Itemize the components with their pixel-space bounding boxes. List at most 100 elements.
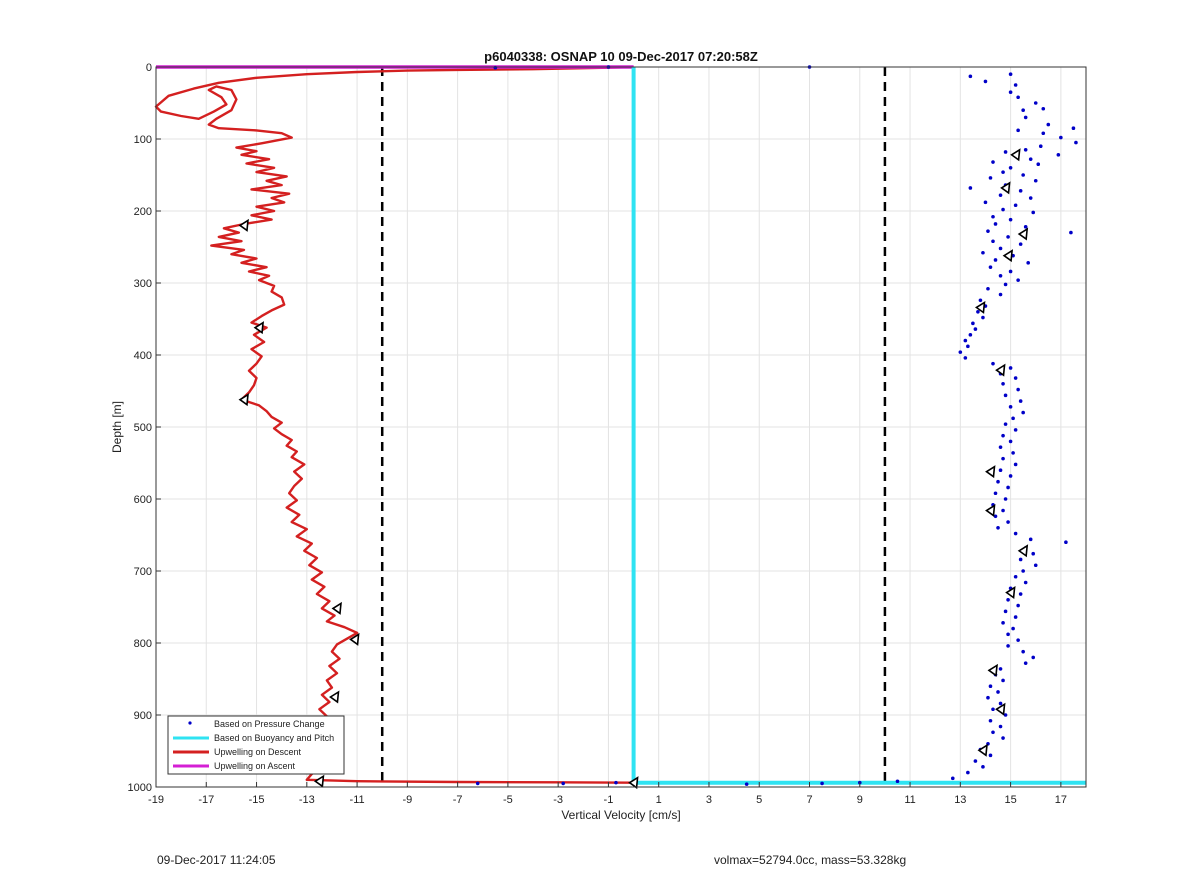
triangle-marker (985, 503, 996, 517)
triangle-marker (1010, 148, 1021, 162)
pressure-point (1041, 131, 1046, 136)
x-tick-label: 13 (954, 794, 966, 806)
pressure-point (1003, 150, 1008, 154)
triangle-marker (985, 465, 996, 479)
x-tick-label: -7 (453, 794, 463, 806)
pressure-point (1001, 170, 1005, 174)
pressure-point (475, 781, 480, 786)
pressure-point (1028, 157, 1033, 161)
triangle-marker (995, 702, 1006, 716)
pressure-point (1033, 101, 1038, 105)
pressure-point (983, 200, 988, 205)
pressure-point (1016, 278, 1020, 282)
y-tick-label: 500 (134, 422, 152, 434)
pressure-point (981, 250, 985, 255)
pressure-point (1008, 90, 1013, 94)
triangle-marker (987, 663, 998, 677)
pressure-point (1013, 203, 1018, 208)
x-tick-label: 15 (1004, 794, 1016, 806)
triangle-marker (995, 363, 1006, 377)
pressure-point (1023, 661, 1028, 665)
pressure-point (1008, 166, 1013, 170)
pressure-point (1003, 282, 1008, 287)
y-axis-ticks: 0 100 200 300 400 500 600 700 800 900 1000 (128, 62, 161, 794)
x-tick-label: -11 (350, 794, 365, 806)
pressure-point (1023, 148, 1028, 152)
pressure-point (991, 160, 995, 164)
pressure-point (976, 310, 980, 314)
legend-swatch-pressure (188, 721, 192, 725)
pressure-point (973, 327, 978, 331)
pressure-point (1006, 598, 1010, 602)
pressure-point (1013, 376, 1018, 380)
legend-label-ascent: Upwelling on Ascent (214, 761, 296, 771)
y-tick-label: 300 (134, 278, 152, 290)
pressure-point (1026, 261, 1030, 265)
legend: Based on Pressure Change Based on Buoyan… (167, 715, 345, 775)
x-tick-label: -9 (402, 794, 412, 806)
pressure-point (1003, 422, 1008, 426)
pressure-point (998, 193, 1003, 197)
pressure-point (996, 690, 1000, 694)
triangle-marker (349, 632, 360, 646)
pressure-point (971, 321, 975, 326)
pressure-point (968, 74, 973, 79)
pressure-point (966, 770, 970, 775)
pressure-point (1008, 405, 1013, 409)
pressure-point (1006, 520, 1010, 524)
pressure-point (820, 781, 824, 786)
pressure-point (1016, 603, 1020, 608)
pressure-point (998, 724, 1003, 729)
pressure-point (963, 356, 968, 360)
pressure-point (1028, 537, 1033, 542)
pressure-point (614, 780, 618, 785)
x-tick-label: 9 (857, 794, 863, 806)
pressure-point (993, 258, 998, 262)
triangle-marker (329, 690, 340, 704)
pressure-point (1021, 410, 1025, 415)
pressure-point (988, 753, 993, 758)
triangle-marker (1002, 249, 1014, 263)
pressure-point (1023, 225, 1028, 229)
pressure-point (998, 274, 1003, 278)
pressure-point (968, 333, 973, 337)
pressure-point (1021, 108, 1025, 112)
pressure-point (963, 338, 968, 343)
pressure-point (1021, 569, 1025, 573)
y-axis-label: Depth [m] (110, 401, 124, 453)
pressure-point (1013, 428, 1018, 432)
pressure-point (1016, 638, 1020, 642)
pressure-point (1016, 128, 1020, 133)
pressure-point (1016, 95, 1020, 100)
y-tick-label: 700 (134, 566, 152, 578)
pressure-point (988, 176, 993, 180)
legend-box (167, 715, 345, 775)
pressure-point (950, 776, 955, 781)
legend-label-descent: Upwelling on Descent (214, 747, 302, 757)
pressure-point (998, 701, 1003, 706)
pressure-point (958, 350, 963, 354)
pressure-point (993, 222, 998, 226)
pressure-point (978, 298, 983, 303)
pressure-point (1028, 196, 1033, 200)
y-tick-label: 0 (146, 62, 152, 74)
footer-timestamp: 09-Dec-2017 11:24:05 (157, 853, 276, 867)
pressure-point (1036, 162, 1041, 166)
triangle-marker (628, 776, 639, 790)
pressure-point (1001, 678, 1005, 683)
pressure-point (1008, 72, 1013, 76)
pressure-point (1021, 173, 1025, 177)
x-tick-label: 11 (904, 794, 915, 806)
pressure-point (1003, 393, 1008, 398)
x-tick-label: -1 (604, 794, 614, 806)
x-tick-label: -13 (299, 794, 315, 806)
pressure-point (1006, 644, 1010, 648)
pressure-point (1033, 178, 1038, 183)
pressure-point (1031, 210, 1036, 215)
pressure-point (1018, 242, 1023, 246)
pressure-point (966, 344, 970, 349)
triangle-marker (238, 393, 249, 407)
chart-title: p6040338: OSNAP 10 09-Dec-2017 07:20:58Z (484, 49, 758, 64)
pressure-point (991, 239, 995, 244)
pressure-point (1011, 626, 1015, 631)
